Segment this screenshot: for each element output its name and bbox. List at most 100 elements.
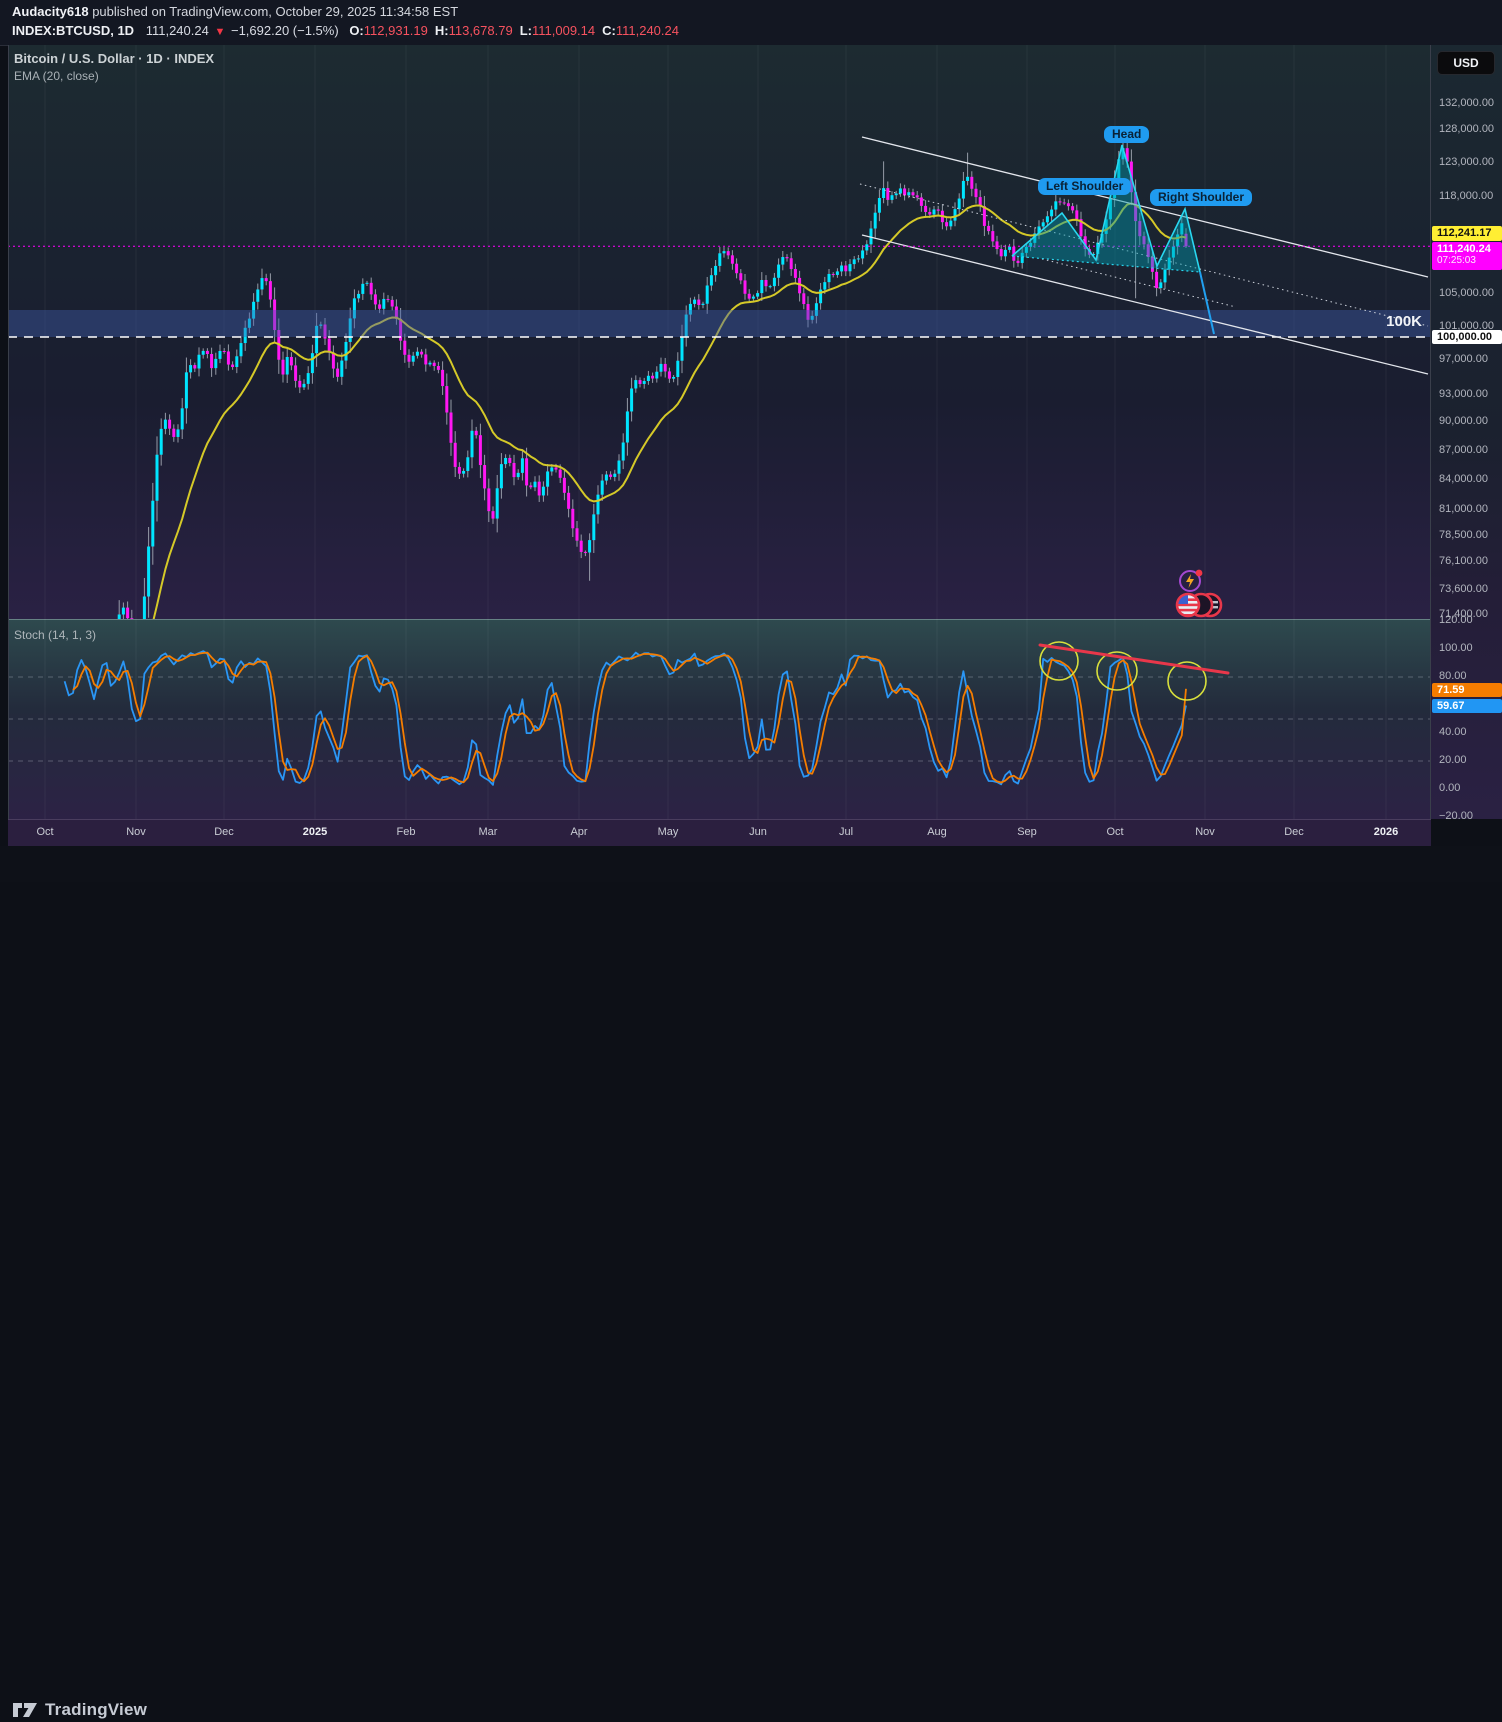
price-overlays [8, 136, 1431, 375]
channel-line [861, 136, 1429, 278]
ohlc-readout: O:112,931.19 H:113,678.79 L:111,009.14 C:11… [342, 23, 679, 38]
price-tick: 93,000.00 [1439, 388, 1488, 401]
price-chart[interactable] [8, 45, 1431, 619]
bar-countdown: 07:25:03 [1437, 255, 1476, 266]
footer-bar: TradingView [0, 846, 1502, 1719]
indicator-title: EMA (20, close) [14, 69, 99, 83]
tradingview-logo-icon [13, 1703, 37, 1717]
price-tick: 90,000.00 [1439, 415, 1488, 428]
last-price: 111,240.24 [145, 23, 209, 38]
level-100000-label: 100,000.00 [1432, 330, 1502, 344]
price-tick: 118,000.00 [1439, 190, 1494, 203]
ema-line [152, 202, 1187, 619]
ohlc-key: C: [602, 23, 616, 38]
stoch-k-label: 59.67 [1432, 699, 1502, 713]
100k-zone-text: 100K [1386, 313, 1422, 330]
time-axis-label[interactable]: 2026 [1373, 826, 1399, 838]
ohlc-key: L: [519, 23, 532, 38]
last-price-value: 111,240.24 [1437, 243, 1491, 255]
stoch-pane-background [8, 619, 1431, 819]
stoch-tick: 100.00 [1439, 642, 1473, 654]
time-axis-label[interactable]: Sep [1017, 826, 1037, 838]
price-tick: 78,500.00 [1439, 529, 1488, 542]
time-axis-label[interactable]: May [657, 826, 679, 838]
time-axis[interactable]: Oct Nov Dec 2025 Feb Mar Apr May Jun Jul Aug Sep Oct… [8, 819, 1431, 846]
time-axis-label[interactable]: Oct [36, 826, 54, 838]
price-tick: 97,000.00 [1439, 353, 1488, 366]
ohlc-value: 111,240.24 [615, 23, 679, 38]
stoch-gridlines [8, 619, 1431, 819]
ema-value-label: 112,241.17 [1432, 226, 1502, 241]
time-axis-label[interactable]: Aug [927, 826, 947, 838]
lightning-event-icon[interactable] [1177, 566, 1205, 594]
currency-button[interactable]: USD [1437, 51, 1495, 75]
channel-line [861, 234, 1429, 375]
time-axis-label[interactable]: Dec [1284, 826, 1304, 838]
ohlc-value: 113,678.79 [448, 23, 513, 38]
right-shoulder-label[interactable]: Right Shoulder [1150, 189, 1252, 206]
time-axis-label[interactable]: Nov [126, 826, 146, 838]
divergence-trendline [1038, 643, 1230, 675]
ohlc-value: 112,931.19 [363, 23, 428, 38]
ohlc-key: H: [434, 23, 449, 38]
time-axis-label[interactable]: Nov [1195, 826, 1215, 838]
publish-line: Audacity618 published on TradingView.com… [12, 4, 458, 19]
time-axis-label[interactable]: Mar [478, 826, 498, 838]
breakdown-projection-line [1199, 271, 1215, 335]
price-tick: 87,000.00 [1439, 443, 1488, 456]
price-scale[interactable]: USD 132,000.00 128,000.00 123,000.00 118,00… [1430, 45, 1502, 822]
price-tick: 132,000.00 [1439, 97, 1495, 109]
down-arrow-icon: ▼ [214, 26, 226, 38]
last-price-label: 111,240.24 07:25:03 [1432, 242, 1502, 270]
us-flag-events-icon[interactable] [1174, 591, 1226, 619]
head-and-shoulders-outline [1011, 144, 1201, 273]
divergence-circle [1039, 641, 1079, 681]
divergence-circle [1167, 661, 1207, 701]
price-tick: 105,000.00 [1439, 287, 1495, 300]
stochastic-chart[interactable] [8, 619, 1431, 819]
100k-zone-band [8, 310, 1431, 337]
tradingview-logo-text: TradingView [45, 1700, 148, 1719]
price-tick: 73,600.00 [1439, 582, 1488, 595]
ohlc-key: O: [349, 23, 364, 38]
neckline [1011, 255, 1201, 273]
price-tick: 71,400.00 [1439, 608, 1488, 620]
time-axis-label[interactable]: Dec [214, 826, 234, 838]
stoch-tick: 40.00 [1439, 726, 1467, 738]
stoch-d-label: 71.59 [1432, 683, 1502, 697]
stoch-tick: 20.00 [1439, 754, 1467, 766]
head-label[interactable]: Head [1104, 126, 1150, 143]
price-gridlines [44, 45, 1387, 619]
price-tick: 76,100.00 [1439, 554, 1488, 567]
left-shoulder-label[interactable]: Left Shoulder [1038, 178, 1132, 195]
publish-text: published on TradingView.com, October 29… [88, 4, 459, 19]
time-axis-label[interactable]: Oct [1106, 826, 1124, 838]
price-tick: 101,000.00 [1439, 319, 1495, 332]
price-tick: 123,000.00 [1439, 155, 1495, 168]
symbol-label: INDEX:BTCUSD, 1D [12, 23, 135, 38]
stoch-tick: −20.00 [1439, 810, 1473, 822]
head-and-shoulders-fill [1012, 145, 1200, 272]
stoch-lines [63, 650, 1187, 786]
stoch-overlays [1038, 641, 1230, 701]
ohlc-value: 111,009.14 [531, 23, 596, 38]
quote-line: INDEX:BTCUSD, 1D 111,240.24 ▼ −1,692.20 … [12, 23, 679, 38]
stoch-tick: 0.00 [1439, 782, 1461, 794]
time-axis-label[interactable]: Jun [749, 826, 767, 838]
divergence-circle [1096, 651, 1138, 691]
time-axis-label[interactable]: Jul [838, 826, 854, 838]
time-axis-label[interactable]: Apr [570, 826, 588, 838]
price-tick: 128,000.00 [1439, 122, 1495, 135]
stoch-tick: 80.00 [1439, 670, 1467, 682]
author-name: Audacity618 [12, 4, 89, 19]
symbol-title: Bitcoin / U.S. Dollar · 1D · INDEX [14, 51, 215, 66]
stoch-indicator-title: Stoch (14, 1, 3) [14, 628, 97, 642]
price-change: −1,692.20 (−1.5%) [230, 23, 339, 38]
time-axis-label[interactable]: 2025 [302, 826, 328, 838]
stoch-tick: 120.00 [1439, 614, 1473, 626]
pane-title-block: Bitcoin / U.S. Dollar · 1D · INDEX EMA (… [14, 51, 214, 83]
time-axis-label[interactable]: Feb [396, 826, 416, 838]
header-bar: Audacity618 published on TradingView.com… [0, 0, 1502, 46]
price-tick: 84,000.00 [1439, 472, 1488, 485]
